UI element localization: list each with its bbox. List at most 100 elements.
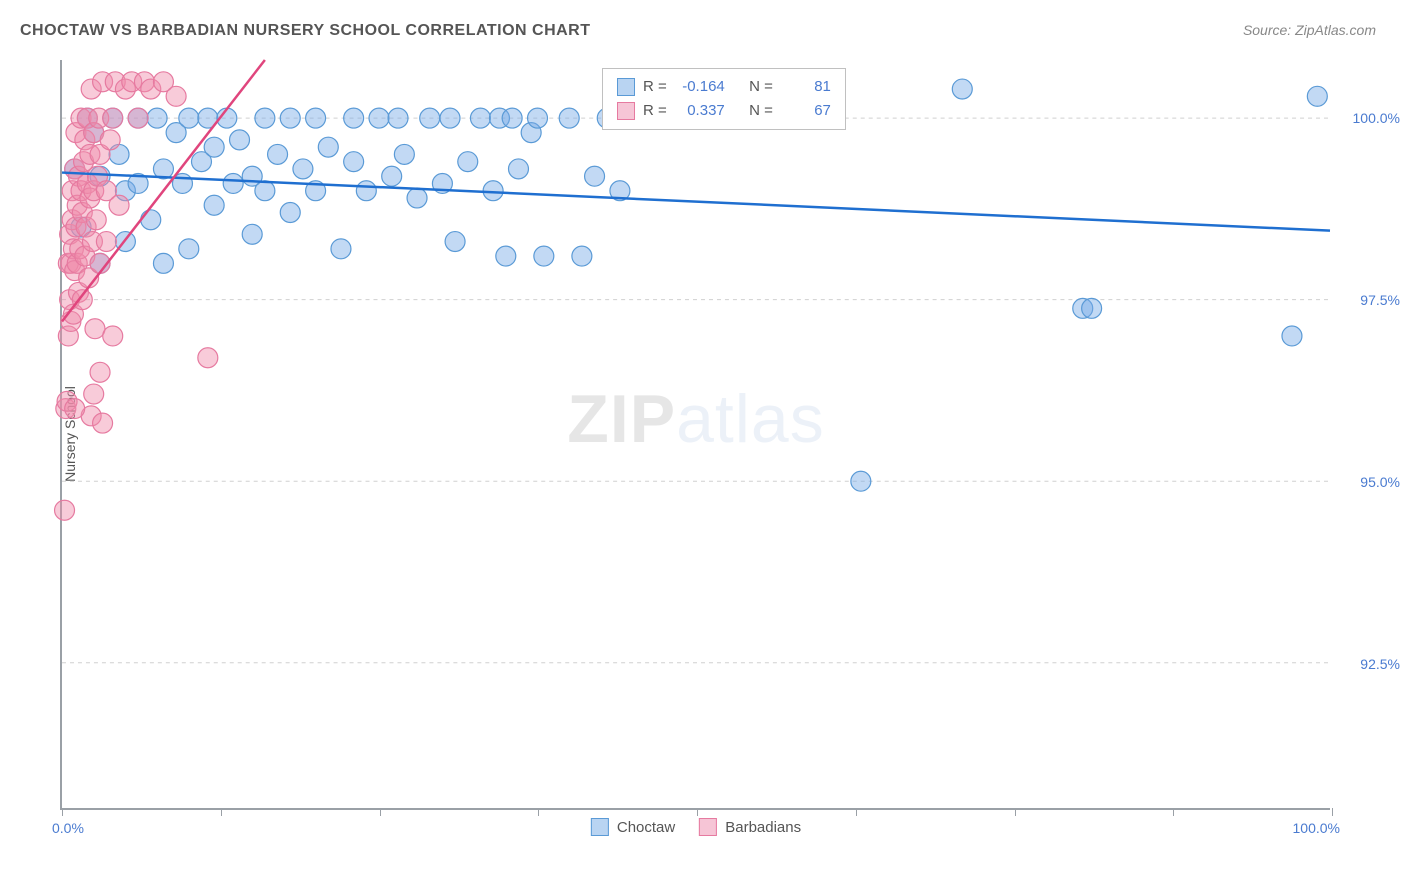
data-point — [109, 195, 129, 215]
data-point — [585, 166, 605, 186]
data-point — [502, 108, 522, 128]
data-point — [179, 239, 199, 259]
trend-line — [62, 173, 1330, 231]
stat-R-value: 0.337 — [675, 99, 725, 123]
legend-label: Barbadians — [725, 819, 801, 836]
data-point — [344, 108, 364, 128]
data-point — [382, 166, 402, 186]
data-point — [128, 108, 148, 128]
data-point — [204, 137, 224, 157]
data-point — [255, 181, 275, 201]
data-point — [483, 181, 503, 201]
data-point — [458, 152, 478, 172]
y-tick-label: 92.5% — [1360, 656, 1400, 672]
data-point — [280, 203, 300, 223]
legend-stats-box: R = -0.164 N = 81 R = 0.337 N = 67 — [602, 68, 846, 130]
data-point — [440, 108, 460, 128]
data-point — [420, 108, 440, 128]
data-point — [528, 108, 548, 128]
data-point — [306, 108, 326, 128]
data-point — [242, 224, 262, 244]
data-point — [93, 413, 113, 433]
data-point — [318, 137, 338, 157]
x-tick — [538, 808, 539, 816]
stat-R-value: -0.164 — [675, 75, 725, 99]
data-point — [153, 253, 173, 273]
data-point — [55, 500, 75, 520]
data-point — [103, 326, 123, 346]
data-point — [141, 210, 161, 230]
data-point — [198, 348, 218, 368]
data-point — [103, 108, 123, 128]
data-point — [534, 246, 554, 266]
data-point — [356, 181, 376, 201]
data-point — [230, 130, 250, 150]
data-point — [85, 319, 105, 339]
y-tick-label: 97.5% — [1360, 292, 1400, 308]
data-point — [572, 246, 592, 266]
data-point — [179, 108, 199, 128]
x-tick — [62, 808, 63, 816]
data-point — [388, 108, 408, 128]
legend-stats-row: R = -0.164 N = 81 — [617, 75, 831, 99]
chart-title: CHOCTAW VS BARBADIAN NURSERY SCHOOL CORR… — [20, 22, 591, 40]
data-point — [344, 152, 364, 172]
legend-label: Choctaw — [617, 819, 675, 836]
data-point — [90, 362, 110, 382]
bottom-legend: Choctaw Barbadians — [591, 818, 801, 836]
y-tick-label: 95.0% — [1360, 474, 1400, 490]
stat-N-label: N = — [749, 75, 773, 99]
source-label: Source: ZipAtlas.com — [1243, 22, 1376, 38]
stat-N-label: N = — [749, 99, 773, 123]
x-tick — [1015, 808, 1016, 816]
y-tick-label: 100.0% — [1353, 110, 1400, 126]
bottom-legend-item: Barbadians — [699, 818, 801, 836]
x-axis-min-label: 0.0% — [52, 820, 84, 836]
scatter-plot: Nursery School ZIPatlas 100.0%97.5%95.0%… — [60, 60, 1330, 810]
stat-N-value: 81 — [781, 75, 831, 99]
data-point — [1282, 326, 1302, 346]
data-point — [72, 290, 92, 310]
data-point — [1082, 298, 1102, 318]
data-point — [96, 232, 116, 252]
data-point — [331, 239, 351, 259]
x-tick — [380, 808, 381, 816]
data-point — [470, 108, 490, 128]
data-point — [268, 144, 288, 164]
data-point — [559, 108, 579, 128]
legend-swatch — [591, 818, 609, 836]
data-point — [204, 195, 224, 215]
data-point — [851, 471, 871, 491]
legend-swatch — [617, 102, 635, 120]
data-point — [84, 384, 104, 404]
data-point — [369, 108, 389, 128]
data-point — [65, 399, 85, 419]
x-tick — [221, 808, 222, 816]
x-tick — [1332, 808, 1333, 816]
data-point — [496, 246, 516, 266]
stat-R-label: R = — [643, 99, 667, 123]
data-point — [223, 173, 243, 193]
data-point — [952, 79, 972, 99]
plot-svg — [62, 60, 1330, 808]
data-point — [445, 232, 465, 252]
data-point — [407, 188, 427, 208]
x-tick — [856, 808, 857, 816]
legend-swatch — [699, 818, 717, 836]
data-point — [293, 159, 313, 179]
x-tick — [697, 808, 698, 816]
data-point — [280, 108, 300, 128]
stat-R-label: R = — [643, 75, 667, 99]
bottom-legend-item: Choctaw — [591, 818, 675, 836]
x-axis-max-label: 100.0% — [1293, 820, 1340, 836]
x-tick — [1173, 808, 1174, 816]
data-point — [394, 144, 414, 164]
legend-stats-row: R = 0.337 N = 67 — [617, 99, 831, 123]
data-point — [508, 159, 528, 179]
data-point — [166, 86, 186, 106]
data-point — [255, 108, 275, 128]
data-point — [1307, 86, 1327, 106]
data-point — [147, 108, 167, 128]
legend-swatch — [617, 78, 635, 96]
stat-N-value: 67 — [781, 99, 831, 123]
